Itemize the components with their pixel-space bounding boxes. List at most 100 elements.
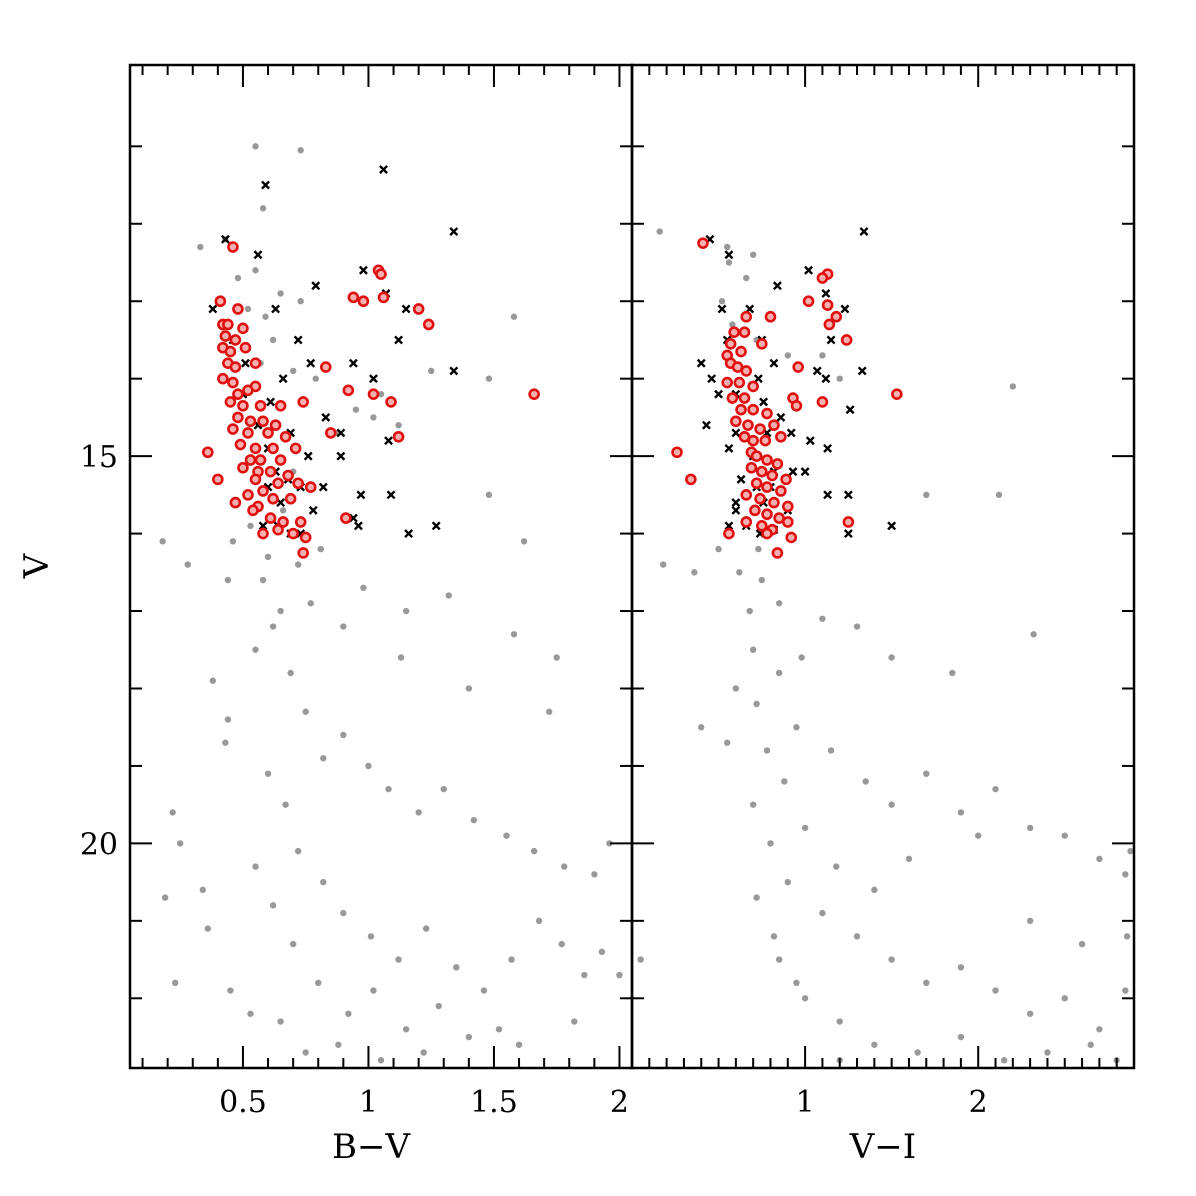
left-field-star-point [352,406,360,413]
left-member-circle-point [224,396,237,408]
left-panel-bv [128,63,634,1070]
right-member-circle-point [821,299,834,311]
right-member-circle-point [771,547,784,559]
right-field-star-point [827,747,835,754]
left-member-circle-point [375,268,387,280]
left-member-circle-point [292,477,304,490]
left-field-star-point [558,940,565,948]
right-cross-point [821,289,831,298]
right-member-circle-point [750,477,763,490]
right-field-star-point [691,569,698,576]
right-member-circle-point [771,458,784,470]
right-member-circle-point [750,450,763,462]
right-member-circle-point [802,295,815,308]
left-field-star-point [312,375,319,382]
left-member-circle-point [232,303,244,315]
left-field-star-point [397,654,405,661]
left-field-star-point [297,146,304,154]
right-member-circle-point [738,326,751,339]
left-member-circle-point [254,454,267,466]
right-cross-point [788,467,798,477]
left-field-star-point [385,785,392,793]
left-cross-point [311,281,321,291]
right-cross-point [840,304,850,314]
right-member-circle-point [761,454,773,466]
right-cross-point [805,436,815,446]
left-field-star-point [367,933,375,940]
right-field-star-point [763,747,771,754]
left-x-tick-label: 1.5 [470,1085,518,1120]
left-cross-point [318,482,328,492]
left-field-star-point [222,739,229,746]
right-field-star-point [749,801,757,808]
left-field-star-point [535,917,543,925]
left-member-circle-point [254,399,267,412]
right-member-circle-point [735,403,747,416]
left-member-circle-point [422,318,435,331]
right-field-star-point [1044,1049,1051,1056]
right-member-circle-point [756,520,768,532]
left-member-circle-point [217,372,229,385]
left-cross-point [306,358,316,368]
right-field-star-point [775,669,783,677]
left-field-star-point [294,847,302,855]
y-axis-label: V [17,552,57,579]
right-field-star-point [853,623,861,630]
left-field-star-point [340,909,347,917]
right-panel-frame [630,63,1136,1070]
right-field-star-point [871,886,878,894]
right-cross-point [823,443,833,453]
right-cross-point [859,227,869,236]
right-cross-point [731,505,741,515]
right-field-star-point [715,545,722,553]
left-field-star-point [229,538,237,545]
right-member-circle-point [780,473,792,486]
left-member-circle-point [229,361,242,373]
left-field-star-point [422,925,430,932]
left-member-circle-point [227,423,239,435]
right-field-star-point [753,894,760,901]
left-field-star-point [440,785,447,793]
left-field-star-point [335,1041,342,1048]
left-field-star-point [360,584,367,591]
right-member-circle-point [697,237,709,249]
right-cross-point [776,412,786,422]
left-field-star-point [320,878,327,886]
right-member-circle-point [781,500,794,513]
right-cross-point [800,467,810,477]
left-field-star-point [606,840,613,847]
left-field-star-point [520,538,528,545]
left-field-star-point [224,716,232,723]
left-y-tick-label: 20 [80,827,118,862]
left-field-star-point [377,390,385,398]
right-field-star-point [770,933,778,940]
right-cross-point [759,397,769,407]
left-field-star-point [264,770,272,777]
right-field-star-point [732,685,740,692]
left-cross-point [336,451,346,461]
left-field-star-point [495,1026,503,1033]
right-field-star-point [784,352,791,359]
right-member-circle-point [724,338,737,350]
right-field-star-point [801,995,809,1002]
right-field-star-point [1026,1010,1034,1017]
right-field-star-point [975,832,982,839]
right-field-star-point [725,259,733,266]
left-member-circle-point [282,469,294,482]
right-member-circle-point [738,392,751,404]
left-field-star-point [224,576,232,584]
right-member-circle-point [740,365,753,377]
right-member-circle-point [740,516,753,528]
left-member-circle-point [237,399,249,412]
left-field-star-point [340,731,347,739]
right-field-star-point [995,491,1003,499]
right-member-circle-point [764,310,777,323]
right-cross-point [843,529,853,539]
left-member-circle-point [287,527,299,540]
right-field-star-point [819,909,826,917]
left-field-star-point [510,313,518,320]
left-member-circle-point [357,295,370,308]
right-field-star-point [923,491,930,499]
right-member-circle-point [781,516,794,528]
left-field-star-point [247,1010,254,1017]
